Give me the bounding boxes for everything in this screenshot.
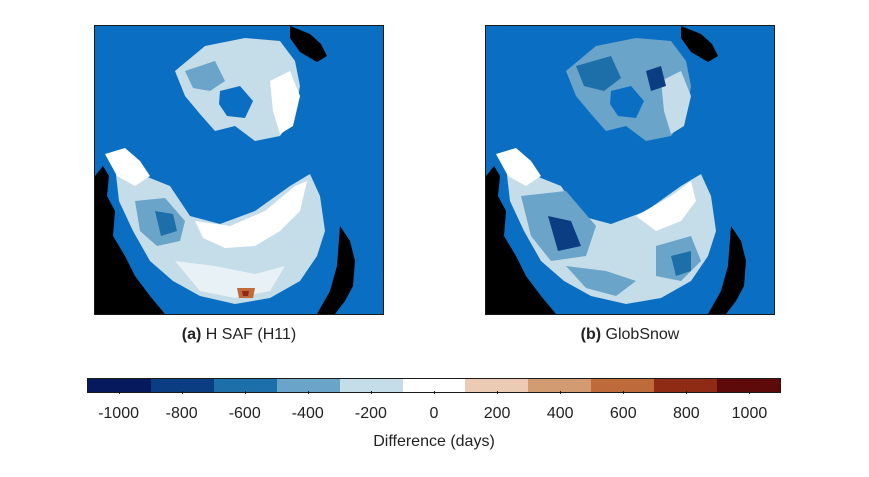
- caption-text-b: GlobSnow: [601, 326, 679, 343]
- caption-text-a: H SAF (H11): [201, 326, 296, 343]
- colorbar-tick-mark: [686, 391, 687, 394]
- colorbar-tick-mark: [245, 391, 246, 394]
- map-panel-globsnow: [485, 25, 775, 315]
- colorbar-tick-mark: [371, 391, 372, 394]
- colorbar-tick-mark: [119, 391, 120, 394]
- colorbar-label: Difference (days): [87, 433, 781, 451]
- colorbar-tick-mark: [308, 391, 309, 394]
- caption-globsnow: (b) GlobSnow: [485, 326, 775, 344]
- colorbar-tick-mark: [182, 391, 183, 394]
- colorbar-tick-mark: [749, 391, 750, 394]
- snow-difference-map-hsaf: [95, 26, 383, 314]
- map-panel-hsaf: [94, 25, 384, 315]
- caption-hsaf: (a) H SAF (H11): [94, 326, 384, 344]
- colorbar-tick-mark: [434, 391, 435, 394]
- positive-difference-tibet-core: [242, 291, 249, 296]
- snow-difference-map-globsnow: [486, 26, 774, 314]
- caption-letter-a: (a): [182, 326, 202, 343]
- colorbar-tick-mark: [560, 391, 561, 394]
- colorbar-tick-label: 1000: [709, 405, 789, 423]
- caption-letter-b: (b): [581, 326, 601, 343]
- colorbar-tick-mark: [497, 391, 498, 394]
- colorbar-tick-mark: [623, 391, 624, 394]
